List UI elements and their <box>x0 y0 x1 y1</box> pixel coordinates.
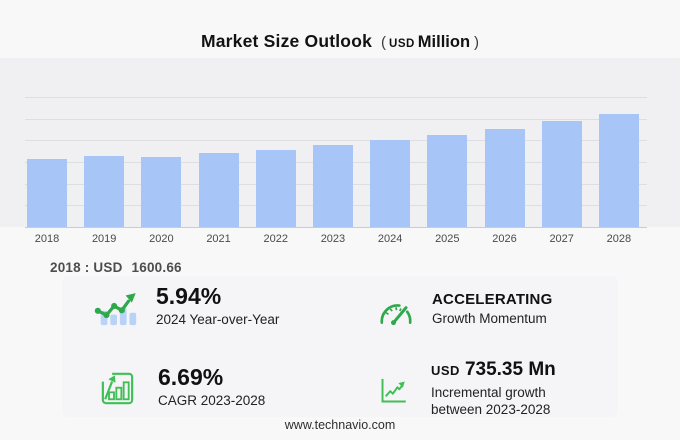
x-tick-2018: 2018 <box>34 233 60 245</box>
bar-2018 <box>27 159 67 227</box>
x-tick-2027: 2027 <box>549 233 574 245</box>
stat-yoy: 5.94% 2024 Year-over-Year <box>94 283 279 334</box>
incremental-value-row: USD 735.35 Mn <box>431 359 556 381</box>
x-tick-2020: 2020 <box>149 233 174 245</box>
incremental-label-line1: Incremental growth <box>431 385 546 400</box>
framed-bar-growth-icon <box>99 370 136 412</box>
x-axis-labels: 2018 2019 2020 2021 2022 2023 2024 2025 2026 2027… <box>25 233 647 245</box>
x-axis-line <box>25 227 647 228</box>
yoy-value: 5.94% <box>156 283 222 309</box>
bar-2024 <box>370 140 411 227</box>
source-url: www.technavio.com <box>284 418 396 432</box>
x-tick-2023: 2023 <box>320 233 346 245</box>
x-tick-2026: 2026 <box>492 233 517 245</box>
momentum-value: ACCELERATING <box>432 291 553 308</box>
x-tick-2024: 2024 <box>377 233 403 245</box>
stats-panel <box>62 276 618 417</box>
gridline <box>25 97 647 98</box>
gridline <box>25 118 647 120</box>
bar-2019 <box>84 155 125 227</box>
bar-2020 <box>141 157 182 227</box>
bar-2025 <box>427 134 468 227</box>
base-year-value: 1600.66 <box>131 260 182 275</box>
chart-title: Market Size Outlook (USD Million) <box>0 31 680 52</box>
bars <box>25 97 647 227</box>
x-tick-2025: 2025 <box>435 233 460 245</box>
bar-chart-trend-icon <box>94 283 140 334</box>
bar-2023 <box>312 145 353 227</box>
momentum-label: Growth Momentum <box>432 311 547 326</box>
unit-word-label: Million <box>417 33 471 51</box>
x-tick-2028: 2028 <box>606 233 632 245</box>
incremental-label-line2: between 2023-2028 <box>431 402 551 417</box>
x-tick-2022: 2022 <box>263 233 288 245</box>
cagr-label: CAGR 2023-2028 <box>158 393 266 408</box>
unit-close-paren: ) <box>474 34 480 51</box>
yoy-label: 2024 Year-over-Year <box>156 312 280 327</box>
gridline <box>25 140 647 142</box>
bar-2026 <box>484 128 525 227</box>
incremental-currency: USD <box>431 363 460 378</box>
stat-incremental: USD 735.35 Mn Incremental growth between … <box>378 359 556 418</box>
bar-chart-plot <box>25 97 647 228</box>
speedometer-icon <box>376 291 416 336</box>
x-tick-2021: 2021 <box>206 233 231 245</box>
stat-momentum: ACCELERATING Growth Momentum <box>376 291 552 336</box>
unit-open-paren: ( <box>381 34 387 51</box>
bar-2021 <box>198 153 239 227</box>
chart-title-text: Market Size Outlook <box>200 31 373 51</box>
x-tick-2019: 2019 <box>91 233 117 245</box>
incremental-value: 735.35 Mn <box>464 359 556 380</box>
bar-2028 <box>598 114 639 227</box>
base-year-annotation: 2018 : USD 1600.66 <box>50 260 182 275</box>
cagr-value: 6.69% <box>158 364 224 390</box>
base-year-label: 2018 : USD <box>50 260 123 275</box>
stat-cagr: 6.69% CAGR 2023-2028 <box>99 364 265 412</box>
bar-2022 <box>255 149 296 227</box>
unit-currency-label: USD <box>389 38 415 50</box>
bar-2027 <box>541 120 582 227</box>
line-growth-icon <box>378 375 409 411</box>
